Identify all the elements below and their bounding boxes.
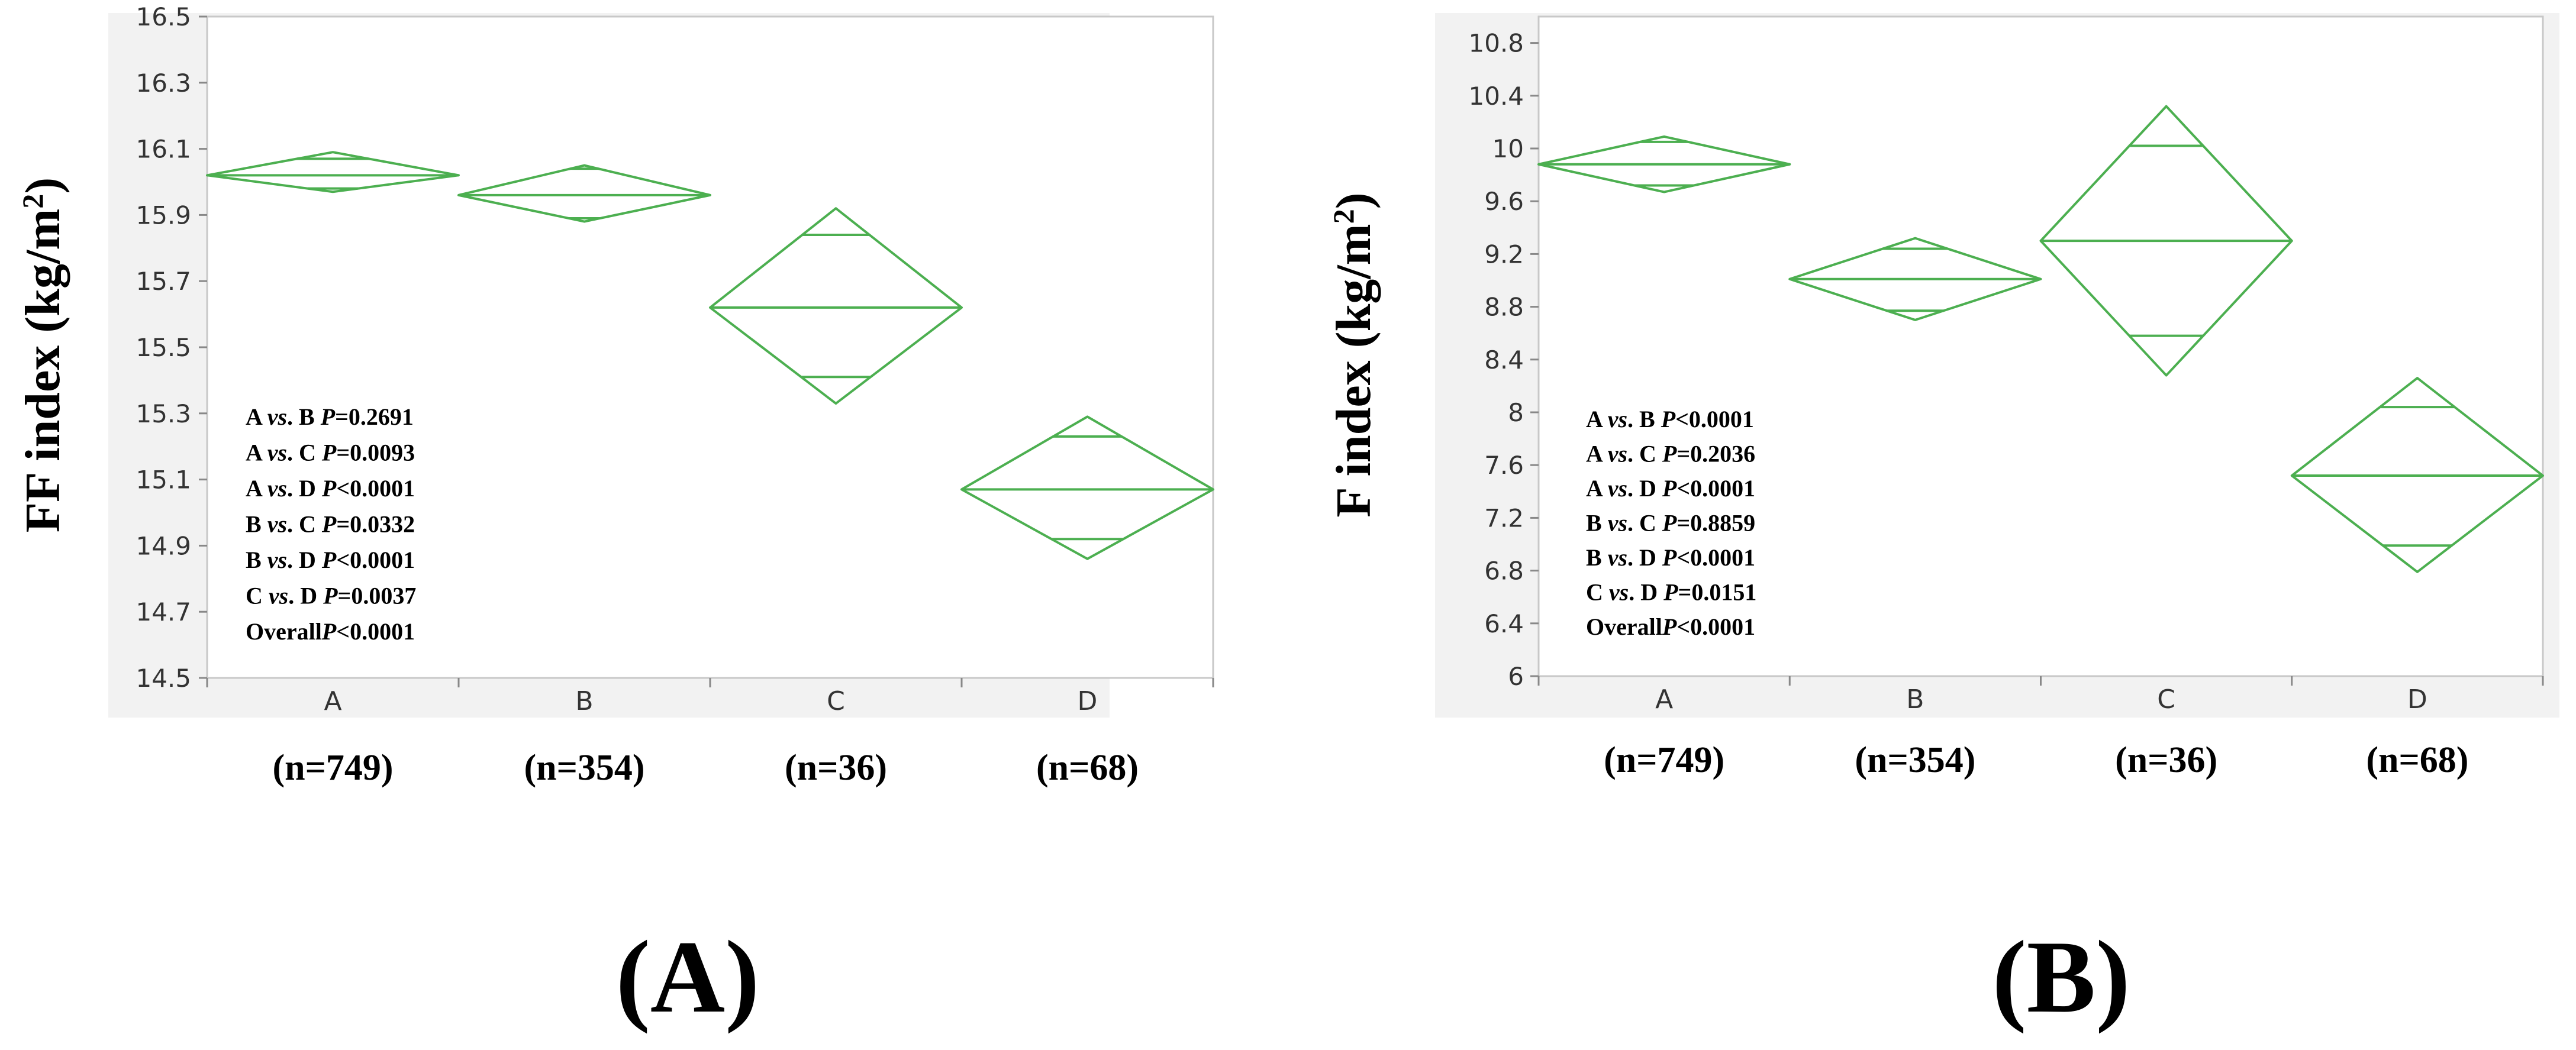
diamond-group-d [2290,377,2544,573]
y-tick-label: 6.8 [1484,557,1524,586]
sample-size-label: (n=36) [2115,740,2217,780]
y-axis: 10.8 10.4 10 9.6 9.2 8.8 8.4 8 7.6 7.2 6.8 6.4 6 [1468,29,1539,691]
diamond-series [206,151,1214,560]
sample-size-label: (n=354) [524,748,644,788]
y-tick-label: 10.8 [1468,29,1524,58]
x-tick-label: C [827,686,845,716]
y-tick-label: 10 [1492,134,1524,163]
plot-area [1537,15,2544,677]
p-value-annotation: A vs. B P<0.0001 [1586,406,1754,432]
x-axis: A (n=749) B (n=354) C (n=36) D (n=68) [1537,676,2544,780]
y-tick-label: 8 [1508,398,1524,427]
diamond-series [1537,105,2544,573]
diamond-group-c [709,207,963,405]
y-axis-title: F index (kg/m2) [1326,192,1381,517]
p-value-annotation: A vs. D P<0.0001 [1586,475,1755,502]
sample-size-label: (n=68) [1036,748,1139,788]
y-tick-label: 16.1 [136,135,191,164]
x-tick-label: A [324,686,341,716]
diamond-group-a [206,151,460,193]
y-axis-title: FF index (kg/m2) [15,177,70,533]
p-value-annotations: A vs. B P=0.2691 A vs. C P=0.0093 A vs. D … [246,403,416,645]
p-value-annotation: A vs. C P=0.2036 [1586,441,1755,467]
chart-panel-b: 10.8 10.4 10 9.6 9.2 8.8 8.4 8 7.6 7.2 6.8 6.4 6 F in… [1326,13,2559,780]
x-tick-label: B [575,686,593,716]
diamond-group-b [1788,237,2042,321]
y-tick-label: 7.2 [1484,503,1524,532]
x-tick-label: A [1655,684,1673,715]
p-value-annotation: A vs. B P=0.2691 [246,403,414,430]
y-tick-label: 15.9 [136,201,191,230]
diamond-group-b [457,164,711,223]
y-tick-label: 9.2 [1484,240,1524,269]
panel-label: (A) [616,919,760,1034]
y-axis: 16.5 16.3 16.1 15.9 15.7 15.5 15.3 15.1 14.9 14.7… [136,2,207,693]
y-tick-label: 7.6 [1484,451,1524,480]
p-value-annotation: C vs. D P=0.0037 [246,583,416,609]
y-tick-label: 15.5 [136,333,191,362]
y-tick-label: 6 [1508,662,1524,691]
diamond-group-d [960,415,1214,560]
p-value-annotation: B vs. C P=0.0332 [246,511,415,538]
sample-size-label: (n=68) [2366,740,2468,780]
sample-size-label: (n=749) [1604,740,1724,780]
sample-size-label: (n=36) [785,748,887,788]
y-tick-label: 16.3 [136,69,191,98]
diamond-group-c [2039,105,2293,377]
x-tick-label: B [1906,684,1924,715]
y-tick-label: 16.5 [136,2,191,31]
p-value-annotation: B vs. D P<0.0001 [1586,544,1755,571]
y-tick-label: 9.6 [1484,187,1524,216]
y-tick-label: 8.4 [1484,345,1524,374]
x-tick-label: D [2407,684,2427,715]
sample-size-label: (n=749) [272,748,393,788]
y-tick-label: 10.4 [1468,82,1524,111]
p-value-annotation: A vs. D P<0.0001 [246,475,415,502]
p-value-annotation: C vs. D P=0.0151 [1586,579,1756,606]
y-tick-label: 14.5 [136,664,191,693]
y-tick-label: 15.3 [136,399,191,428]
chart-panel-a: 16.5 16.3 16.1 15.9 15.7 15.5 15.3 15.1 14.9 14.7… [15,2,1214,788]
y-tick-label: 14.7 [136,597,191,626]
p-value-annotation: OverallP<0.0001 [1586,613,1755,640]
y-tick-label: 14.9 [136,531,191,560]
p-value-annotation: B vs. C P=0.8859 [1586,510,1755,537]
y-tick-label: 8.8 [1484,293,1524,322]
y-tick-label: 6.4 [1484,609,1524,638]
diamond-group-a [1537,135,1791,193]
x-tick-label: D [1078,686,1098,716]
plot-area [206,15,1214,679]
x-axis: A (n=749) B (n=354) C (n=36) D (n=68) [206,678,1214,788]
y-tick-label: 15.7 [136,267,191,296]
p-value-annotations: A vs. B P<0.0001 A vs. C P=0.2036 A vs. D … [1586,406,1756,640]
p-value-annotation: B vs. D P<0.0001 [246,547,415,573]
y-tick-label: 15.1 [136,466,191,495]
panel-label: (B) [1992,919,2130,1034]
p-value-annotation: A vs. C P=0.0093 [246,440,415,466]
sample-size-label: (n=354) [1855,740,1975,780]
p-value-annotation: OverallP<0.0001 [246,618,415,645]
x-tick-label: C [2157,684,2175,715]
